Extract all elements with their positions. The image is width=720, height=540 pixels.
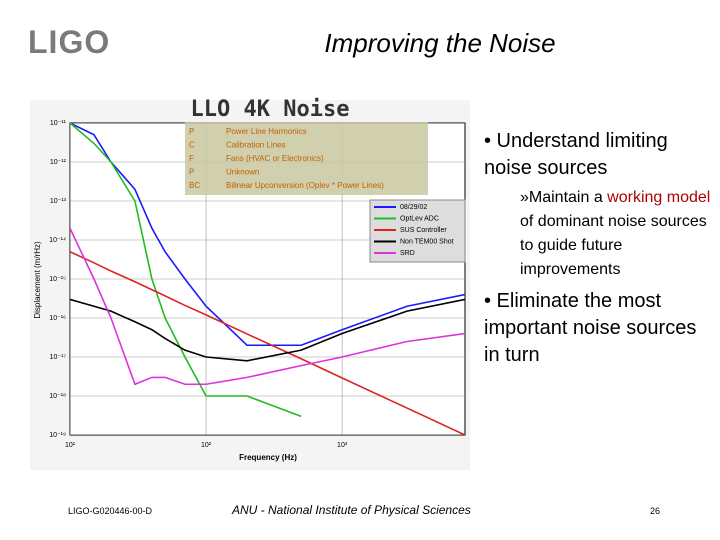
- y-tick-label: 10⁻¹⁸: [49, 393, 66, 400]
- legend-label: OptLev ADC: [400, 215, 439, 222]
- annotation-key: C: [189, 141, 195, 150]
- legend-label: SUS Controller: [400, 227, 447, 234]
- legend-label: SRD: [400, 250, 415, 257]
- page-number: 26: [650, 506, 661, 516]
- series-line: [70, 298, 465, 362]
- legend-label: Non TEM00 Shot: [400, 238, 454, 245]
- annotation-key: P: [189, 127, 194, 136]
- y-tick-label: 10⁻¹⁷: [50, 354, 67, 361]
- slide-title: Improving the Noise: [324, 28, 556, 58]
- annotation-key: F: [189, 154, 194, 163]
- x-tick-label: 10¹: [65, 442, 76, 449]
- y-tick-label: 10⁻¹⁶: [49, 315, 66, 322]
- bullet: • Eliminate the most important noise sou…: [484, 290, 697, 366]
- annotation-text: Fans (HVAC or Electronics): [226, 154, 324, 163]
- y-tick-label: 10⁻¹¹: [50, 120, 67, 127]
- annotation-text: Unknown: [226, 168, 259, 177]
- highlight: working model: [607, 189, 711, 206]
- legend-label: 08/29/02: [400, 204, 427, 211]
- annotation-text: Calibration Lines: [226, 141, 286, 150]
- text: »Maintain a: [520, 189, 608, 206]
- annotation-key: P: [189, 168, 194, 177]
- annotation-box: [185, 122, 428, 195]
- doc-number: LIGO-G020446-00-D: [68, 506, 153, 516]
- y-axis-label: Displacement (m/rHz): [33, 241, 42, 319]
- chart-title: LLO 4K Noise: [191, 97, 350, 122]
- sub-bullet: »Maintain a working model of dominant no…: [520, 186, 714, 282]
- bullet: • Understand limiting noise sources: [484, 130, 668, 179]
- annotation-key: BC: [189, 181, 200, 190]
- y-tick-label: 10⁻¹³: [50, 198, 67, 205]
- series-line: [70, 227, 465, 386]
- annotation-text: Power Line Harmonics: [226, 127, 306, 136]
- x-axis-label: Frequency (Hz): [239, 453, 297, 462]
- text: of dominant noise sources to guide futur…: [520, 213, 707, 278]
- annotation-text: Bilinear Upconversion (Oplev * Power Lin…: [226, 181, 384, 190]
- footer-text: ANU - National Institute of Physical Sci…: [232, 503, 471, 517]
- y-tick-label: 10⁻¹⁵: [49, 276, 66, 283]
- series-line: [70, 251, 465, 435]
- y-tick-label: 10⁻¹²: [50, 159, 67, 166]
- x-tick-label: 10²: [201, 442, 212, 449]
- bullet-list: • Understand limiting noise sources »Mai…: [484, 128, 714, 369]
- y-tick-label: 10⁻¹⁹: [49, 432, 66, 439]
- x-tick-label: 10³: [337, 442, 348, 449]
- logo: LIGO: [28, 24, 111, 60]
- series-line: [70, 123, 302, 418]
- y-tick-label: 10⁻¹⁴: [49, 237, 66, 244]
